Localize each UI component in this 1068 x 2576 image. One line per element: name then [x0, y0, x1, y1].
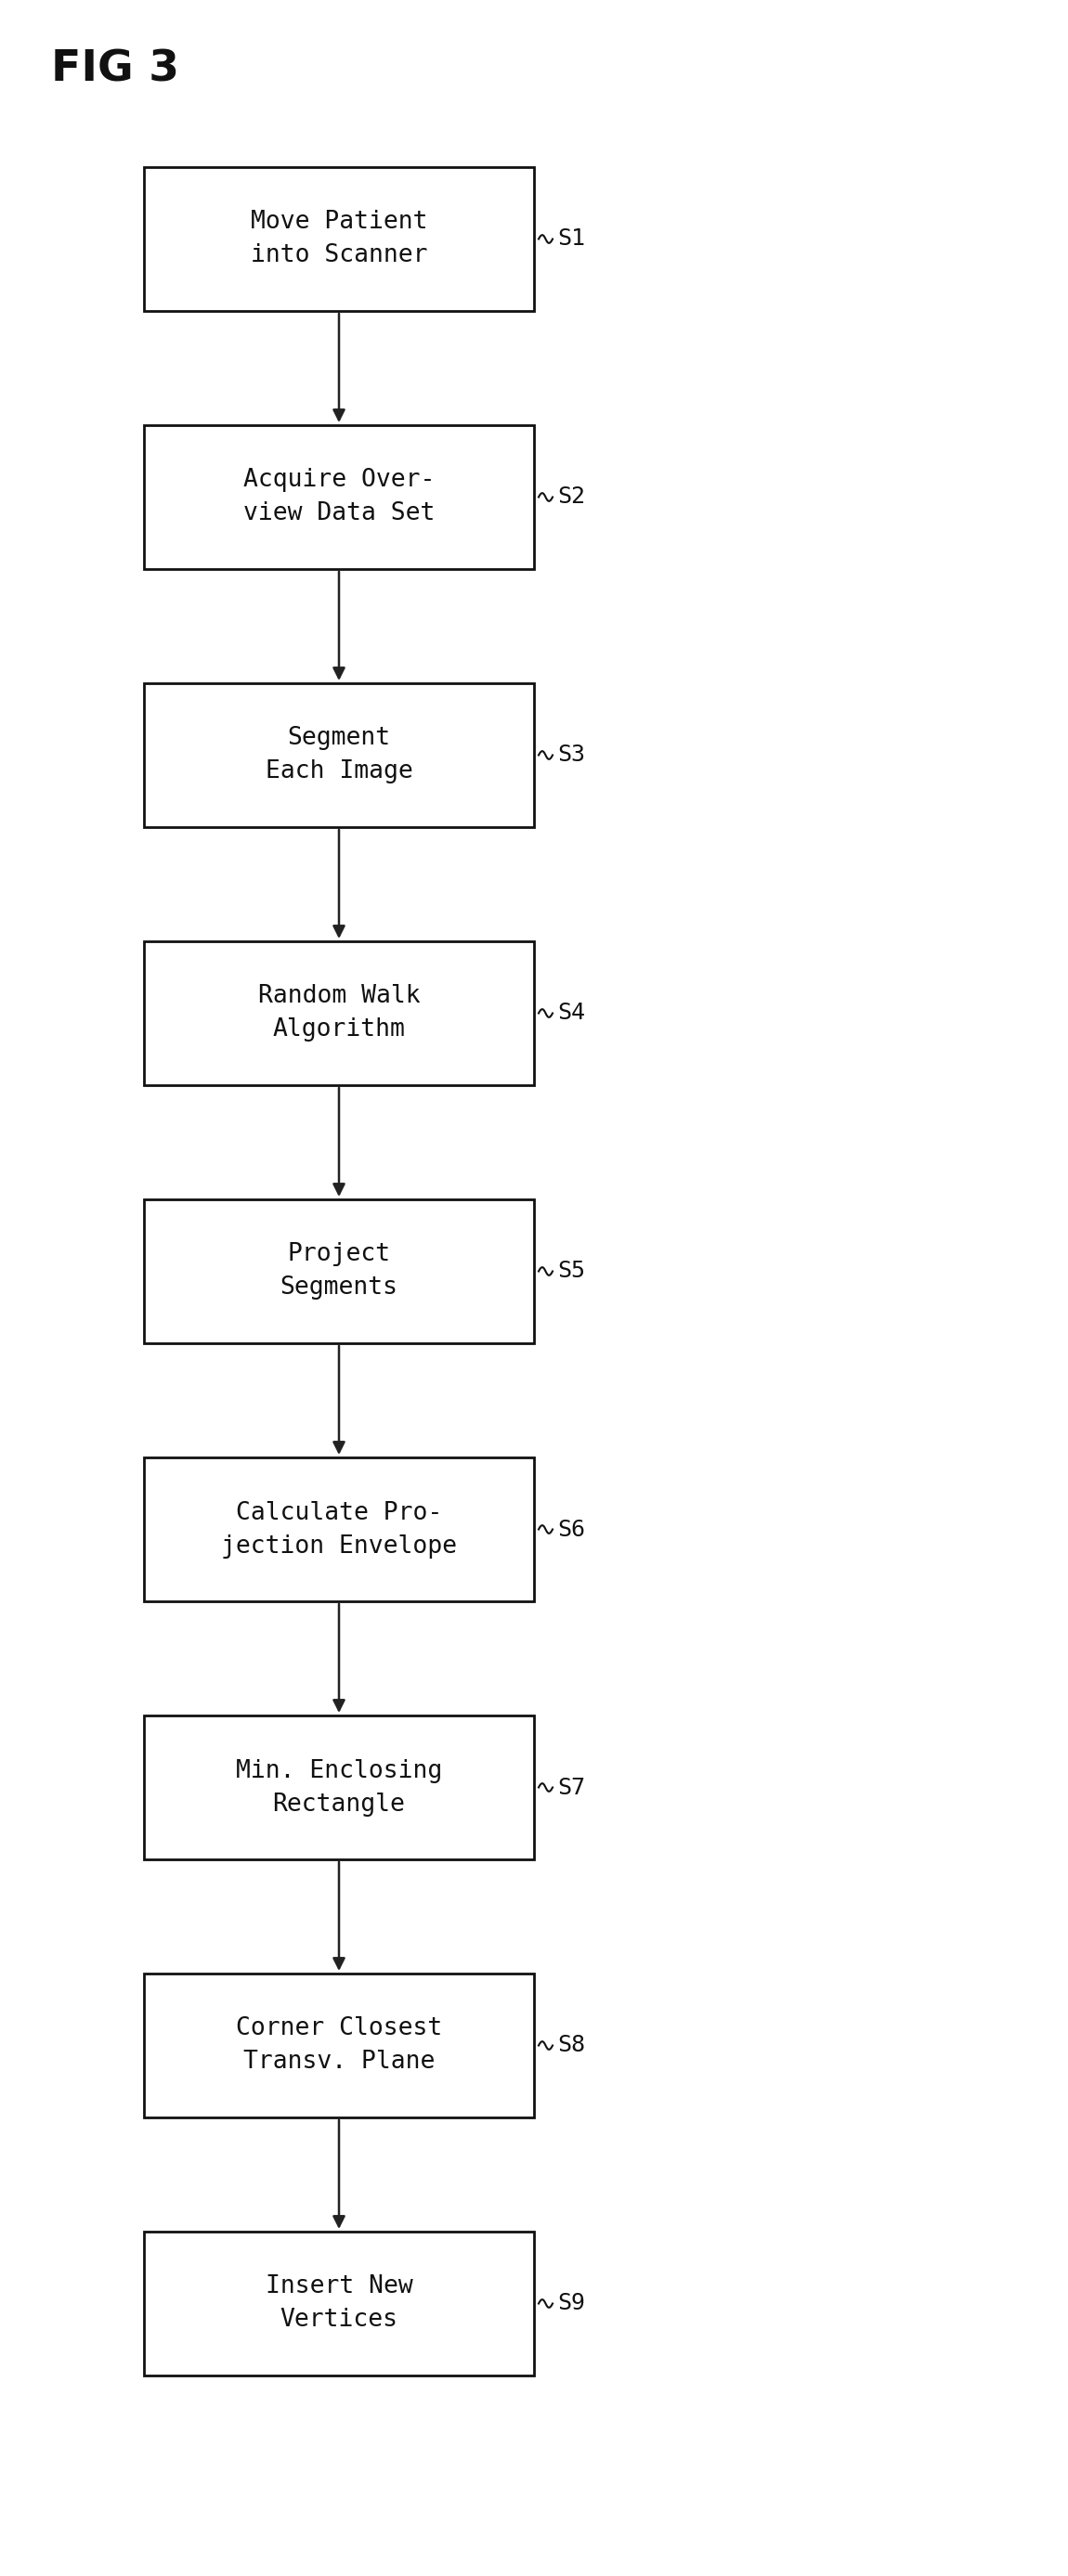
Bar	[144, 1200, 534, 1342]
Text: Project
Segments: Project Segments	[280, 1242, 398, 1301]
Text: Segment
Each Image: Segment Each Image	[265, 726, 412, 783]
Text: Calculate Pro-
jection Envelope: Calculate Pro- jection Envelope	[221, 1502, 457, 1558]
Bar	[144, 2231, 534, 2375]
Text: S4: S4	[557, 1002, 585, 1025]
Text: Acquire Over-
view Data Set: Acquire Over- view Data Set	[244, 469, 435, 526]
Bar	[144, 1973, 534, 2117]
Text: S7: S7	[557, 1777, 585, 1798]
Text: Move Patient
into Scanner: Move Patient into Scanner	[251, 211, 427, 268]
Bar	[144, 683, 534, 827]
Text: Insert New
Vertices: Insert New Vertices	[265, 2275, 412, 2331]
Text: Corner Closest
Transv. Plane: Corner Closest Transv. Plane	[236, 2017, 442, 2074]
Text: Random Walk
Algorithm: Random Walk Algorithm	[257, 984, 420, 1043]
Bar	[144, 1716, 534, 1860]
Text: S5: S5	[557, 1260, 585, 1283]
Text: S8: S8	[557, 2035, 585, 2056]
Text: Min. Enclosing
Rectangle: Min. Enclosing Rectangle	[236, 1759, 442, 1816]
Bar	[144, 425, 534, 569]
Bar	[144, 940, 534, 1084]
Bar	[144, 1458, 534, 1602]
Text: FIG 3: FIG 3	[51, 49, 179, 90]
Bar	[144, 167, 534, 312]
Text: S6: S6	[557, 1517, 585, 1540]
Text: S1: S1	[557, 227, 585, 250]
Text: S2: S2	[557, 487, 585, 507]
Text: S9: S9	[557, 2293, 585, 2316]
Text: S3: S3	[557, 744, 585, 765]
